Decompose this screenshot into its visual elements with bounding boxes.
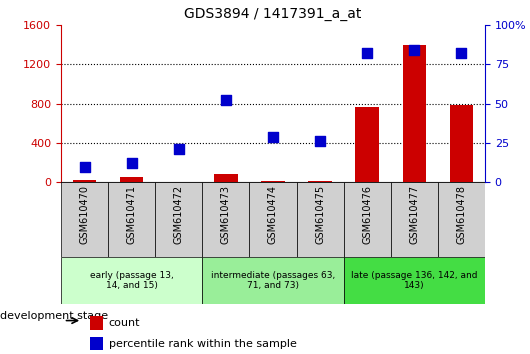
Bar — [449, 104, 473, 182]
Text: GSM610474: GSM610474 — [268, 184, 278, 244]
Bar — [296, 182, 343, 257]
Bar — [155, 182, 202, 257]
Bar — [391, 182, 438, 257]
Bar — [61, 182, 108, 257]
Bar — [90, 337, 103, 350]
Point — [222, 98, 230, 103]
Text: GSM610472: GSM610472 — [174, 184, 184, 244]
Bar — [202, 182, 250, 257]
Bar — [90, 316, 103, 330]
Text: intermediate (passages 63,
71, and 73): intermediate (passages 63, 71, and 73) — [211, 271, 335, 290]
Bar — [308, 181, 332, 182]
Text: percentile rank within the sample: percentile rank within the sample — [109, 338, 296, 349]
Point — [316, 138, 324, 144]
Point — [457, 50, 466, 56]
Text: GSM610476: GSM610476 — [362, 184, 372, 244]
Point — [174, 147, 183, 152]
Point — [363, 50, 372, 56]
Text: GSM610477: GSM610477 — [409, 184, 419, 244]
Point — [127, 161, 136, 166]
Text: development stage: development stage — [0, 312, 108, 321]
Text: GSM610478: GSM610478 — [456, 184, 466, 244]
Text: late (passage 136, 142, and
143): late (passage 136, 142, and 143) — [351, 271, 478, 290]
Bar — [356, 108, 379, 182]
Bar — [108, 182, 155, 257]
Point — [269, 134, 277, 139]
Bar — [120, 177, 144, 182]
Bar — [61, 257, 202, 304]
Text: GSM610475: GSM610475 — [315, 184, 325, 244]
Text: GSM610470: GSM610470 — [80, 184, 90, 244]
Bar — [343, 182, 391, 257]
Bar — [261, 181, 285, 182]
Point — [80, 164, 89, 169]
Bar — [202, 257, 343, 304]
Bar — [250, 182, 296, 257]
Bar — [343, 257, 485, 304]
Title: GDS3894 / 1417391_a_at: GDS3894 / 1417391_a_at — [184, 7, 361, 21]
Text: count: count — [109, 318, 140, 328]
Point — [410, 47, 419, 53]
Bar — [73, 180, 96, 182]
Bar — [402, 45, 426, 182]
Text: early (passage 13,
14, and 15): early (passage 13, 14, and 15) — [90, 271, 173, 290]
Text: GSM610471: GSM610471 — [127, 184, 137, 244]
Bar — [214, 175, 237, 182]
Bar — [438, 182, 485, 257]
Text: GSM610473: GSM610473 — [221, 184, 231, 244]
